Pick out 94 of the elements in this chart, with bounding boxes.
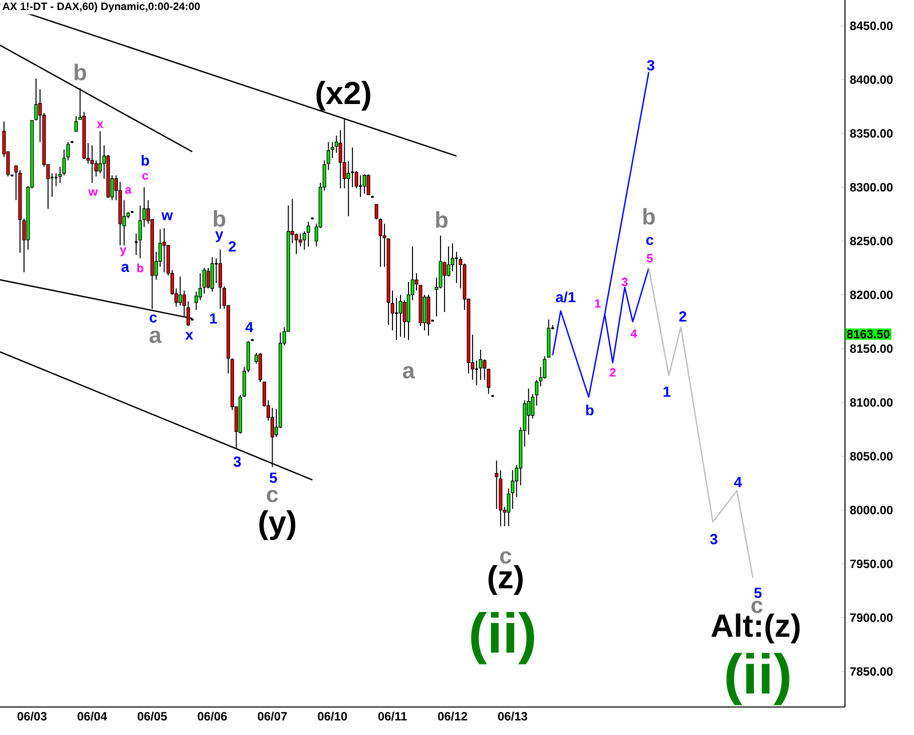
annotation: a/1 (556, 292, 576, 302)
candlestick (482, 358, 486, 380)
annotation: 2 (679, 311, 686, 322)
candlestick (90, 144, 94, 184)
annotation: c (751, 600, 763, 614)
candlestick (338, 130, 342, 189)
x-tick-label: 06/07 (258, 712, 287, 721)
y-tick-label: 8000.00 (850, 506, 893, 514)
candlestick (378, 218, 382, 268)
candlestick (74, 116, 78, 132)
annotation: 3 (710, 534, 718, 544)
annotation: a (402, 366, 415, 379)
y-tick-label: 8200.00 (850, 290, 893, 300)
annotation: b (214, 210, 226, 227)
annotation: c (266, 490, 278, 502)
candlestick (206, 267, 210, 289)
annotation: a (150, 330, 162, 344)
candlestick (486, 368, 490, 394)
annotation: b (643, 208, 655, 225)
annotation: (ii) (726, 652, 790, 706)
annotation: a (122, 264, 130, 272)
annotation: 4 (245, 322, 254, 332)
annotation: b (74, 64, 86, 80)
x-tick-label: 06/12 (438, 712, 468, 721)
candlestick (398, 294, 402, 338)
annotation: Alt:(z) (711, 614, 800, 644)
y-tick-label: 8300.00 (850, 182, 893, 192)
y-tick-label: 8100.00 (850, 398, 893, 407)
x-tick-label: 06/13 (498, 712, 528, 721)
annotation: a (125, 187, 132, 194)
annotation: (ii) (471, 612, 534, 664)
annotation: y (215, 231, 224, 242)
annotation: 3 (622, 278, 628, 286)
annotation: b (436, 211, 448, 228)
candlestick (162, 228, 166, 273)
candlestick (346, 160, 350, 217)
annotation: 1 (595, 299, 601, 308)
x-tick-label: 06/10 (318, 712, 347, 721)
annotation: x (185, 332, 194, 340)
candlestick (414, 272, 418, 292)
annotation: x (96, 122, 104, 128)
annotation: b (137, 264, 144, 272)
candlestick (306, 221, 310, 247)
candlestick (390, 290, 394, 331)
annotation: 3 (234, 456, 241, 467)
annotation: c (500, 551, 512, 564)
annotation: 1 (664, 386, 670, 397)
annotation: c (150, 314, 157, 323)
annotation: w (88, 189, 98, 196)
candlestick (478, 349, 482, 380)
candlestick (542, 356, 546, 380)
candlestick (94, 160, 98, 177)
annotation: c (646, 237, 654, 246)
x-tick-label: 06/11 (378, 712, 407, 721)
y-tick-label: 7900.00 (850, 613, 893, 622)
text: 8163.50 (846, 330, 890, 338)
annotation: 5 (646, 254, 653, 262)
candlestick (218, 249, 222, 310)
annotation: 4 (630, 329, 638, 338)
y-tick-label: 8250.00 (850, 236, 893, 246)
annotation: y (120, 247, 126, 256)
annotation: 1 (210, 313, 217, 324)
candlestick (178, 276, 182, 306)
annotation: w (161, 212, 173, 220)
candlestick (526, 388, 530, 436)
annotation: (z) (488, 565, 523, 595)
candlestick (362, 174, 366, 194)
annotation: 5 (754, 588, 762, 598)
annotation: c (142, 173, 148, 180)
y-tick-label: 8050.00 (850, 452, 893, 461)
y-tick-label: 7850.00 (850, 667, 893, 676)
x-tick-label: 06/04 (78, 712, 108, 721)
candlestick (202, 267, 206, 294)
y-tick-label: 8150.00 (850, 344, 893, 353)
candlestick (366, 174, 370, 196)
annotation: (y) (259, 510, 296, 540)
annotation: 3 (647, 60, 654, 70)
x-tick-label: 06/06 (198, 712, 227, 721)
y-tick-label: 8450.00 (850, 22, 893, 30)
annotation: (x2) (316, 80, 370, 111)
y-tick-label: 7950.00 (850, 560, 893, 568)
line-series (648, 267, 754, 579)
annotation: 4 (734, 477, 742, 488)
y-tick-label: 8400.00 (850, 75, 893, 84)
chart-title: AX 1!-DT - DAX,60) Dynamic,0:00-24:00 (2, 2, 200, 12)
x-tick-label: 06/03 (18, 712, 47, 721)
y-tick-label: 8350.00 (850, 129, 893, 138)
annotation: b (142, 154, 150, 166)
annotation: 5 (270, 472, 277, 483)
annotation: 2 (228, 241, 236, 252)
annotation: 2 (610, 368, 616, 377)
x-tick-label: 06/05 (138, 712, 167, 721)
candlestick (446, 246, 450, 278)
annotation: b (586, 404, 594, 416)
